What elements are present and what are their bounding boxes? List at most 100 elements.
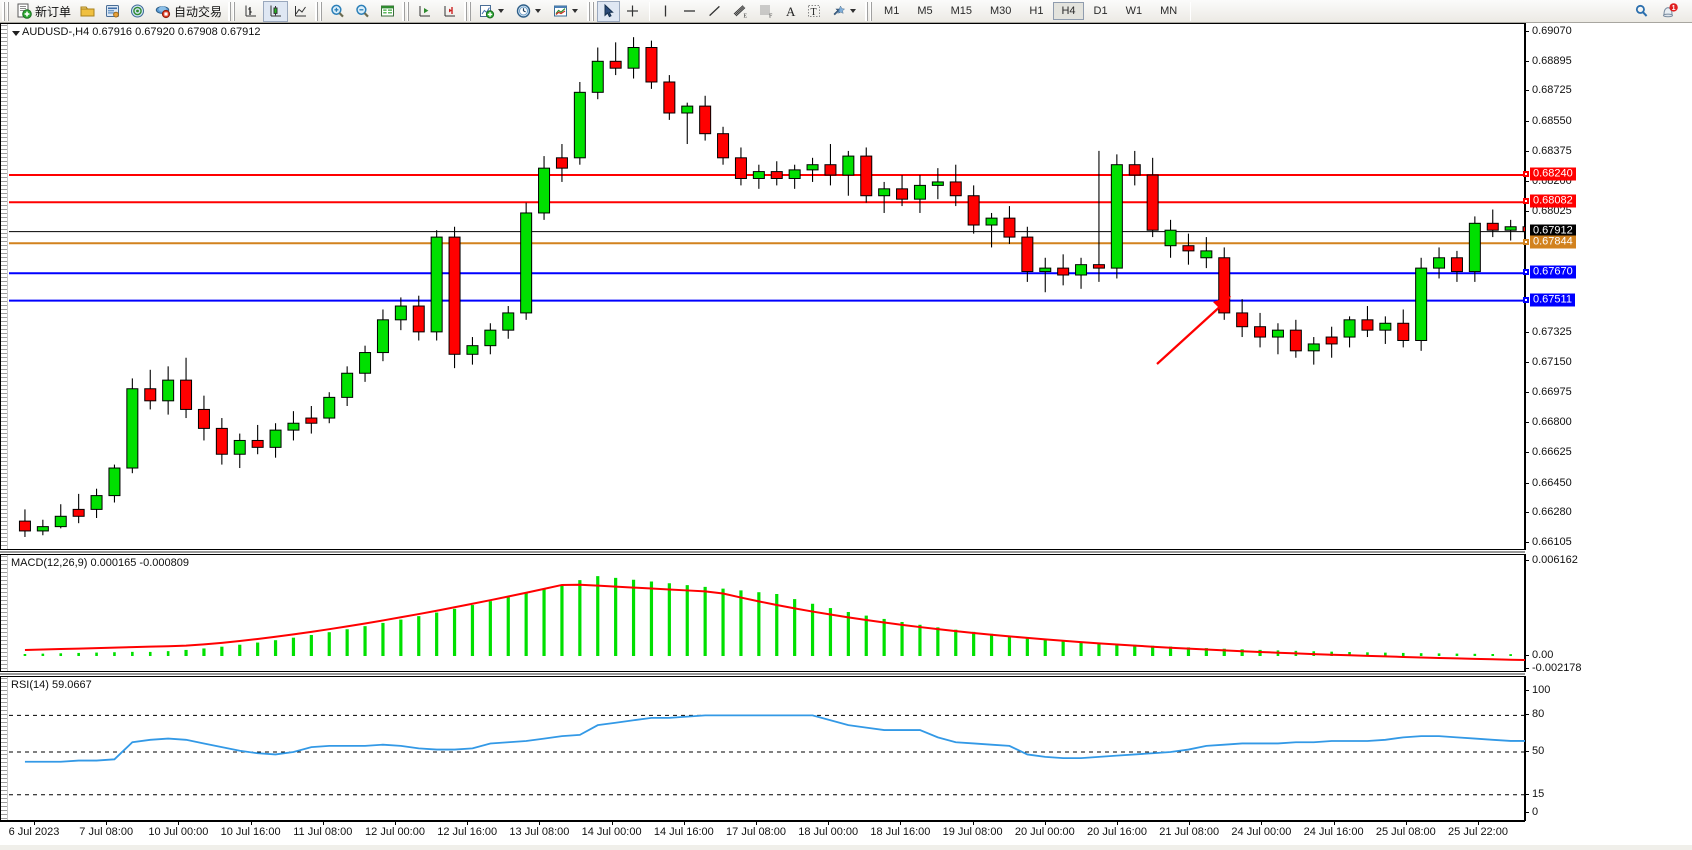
timeframe-d1[interactable]: D1 bbox=[1093, 5, 1108, 17]
data-window-button[interactable] bbox=[375, 1, 400, 22]
macd-plot[interactable] bbox=[9, 555, 1525, 671]
candle-body bbox=[538, 167, 551, 214]
level-handle-support-2[interactable] bbox=[1523, 296, 1529, 303]
shift-grip[interactable] bbox=[402, 1, 410, 21]
price-axis[interactable]: 0.69070 0.68895 0.68725 0.68550 0.68375 0.682… bbox=[1523, 23, 1692, 550]
text-button[interactable]: A bbox=[779, 1, 802, 22]
zoom-in-button[interactable] bbox=[325, 1, 350, 22]
timeframe-h4[interactable]: H4 bbox=[1053, 2, 1084, 20]
level-handle-resistance-2[interactable] bbox=[1523, 171, 1529, 178]
time-tick-label: 18 Jul 00:00 bbox=[798, 826, 859, 838]
autotrading-button[interactable]: 自动交易 bbox=[150, 1, 226, 22]
price-tag-last-price[interactable]: 0.67912 bbox=[1530, 224, 1576, 238]
candle-body bbox=[967, 195, 980, 226]
macd-axis: 0.006162 0.00 -0.002178 bbox=[1525, 554, 1692, 674]
price-tick bbox=[1525, 511, 1529, 513]
timeframe-m15[interactable]: M15 bbox=[950, 5, 972, 17]
timeframe-m30[interactable]: M30 bbox=[990, 5, 1012, 17]
macd-pane[interactable] bbox=[0, 554, 1525, 672]
period-chevron-down-icon[interactable] bbox=[535, 9, 542, 13]
level-handle-support-1[interactable] bbox=[1523, 269, 1529, 276]
arrows-button[interactable] bbox=[826, 1, 863, 22]
price-tick bbox=[1525, 61, 1529, 63]
period-button[interactable] bbox=[511, 1, 548, 22]
market-watch-button[interactable] bbox=[100, 1, 125, 22]
rsi-plot[interactable] bbox=[9, 677, 1525, 820]
candle-body bbox=[502, 312, 515, 331]
timeframe-m1[interactable]: M1 bbox=[884, 5, 900, 17]
price-tag-resistance-2[interactable]: 0.68240 bbox=[1530, 167, 1576, 181]
bullish-arrow-annotation bbox=[1156, 296, 1231, 365]
indicators-chevron-down-icon[interactable] bbox=[498, 9, 505, 13]
price-tick-label: 0.66975 bbox=[1532, 386, 1572, 399]
macd-pane-scrollbar[interactable] bbox=[1, 555, 8, 671]
templates-button[interactable] bbox=[548, 1, 585, 22]
price-tag-pivot-level[interactable]: 0.67844 bbox=[1530, 235, 1576, 249]
price-tag-support-2[interactable]: 0.67511 bbox=[1530, 293, 1575, 307]
macd-rsi-divider[interactable] bbox=[0, 673, 1525, 675]
candle-body bbox=[824, 164, 837, 176]
indicators-button[interactable] bbox=[474, 1, 511, 22]
horizontal-line-button[interactable] bbox=[677, 1, 702, 22]
zoom-out-button[interactable] bbox=[350, 1, 375, 22]
price-tag-support-1[interactable]: 0.67670 bbox=[1530, 265, 1576, 279]
text-label-button[interactable]: T bbox=[802, 1, 826, 22]
symbol-dropdown-icon[interactable] bbox=[12, 31, 20, 36]
candle-body bbox=[430, 236, 443, 333]
level-handle-pivot-level[interactable] bbox=[1523, 239, 1529, 246]
macd-tick-label: -0.002178 bbox=[1532, 662, 1582, 674]
chart-shift-button[interactable] bbox=[437, 1, 462, 22]
cursor-button[interactable] bbox=[597, 0, 621, 22]
search-button[interactable] bbox=[1629, 1, 1655, 22]
time-tick-label: 12 Jul 00:00 bbox=[365, 826, 425, 838]
arrows-chevron-down-icon[interactable] bbox=[850, 9, 857, 13]
timeframe-h1[interactable]: H1 bbox=[1029, 5, 1044, 17]
price-tag-resistance-1[interactable]: 0.68082 bbox=[1530, 194, 1576, 208]
time-axis[interactable]: 6 Jul 2023 7 Jul 08:00 10 Jul 00:00 10 Jul … bbox=[0, 821, 1525, 845]
templates-chevron-down-icon[interactable] bbox=[572, 9, 579, 13]
draw-grip[interactable] bbox=[587, 1, 595, 21]
timeframe-mn[interactable]: MN bbox=[1160, 5, 1178, 17]
candle-body bbox=[484, 329, 497, 347]
new-order-button[interactable]: 新订单 bbox=[12, 1, 75, 22]
notifications-button[interactable]: 1 bbox=[1655, 1, 1686, 22]
price-macd-divider[interactable] bbox=[0, 551, 1525, 553]
template-icon bbox=[554, 5, 568, 17]
candle-body bbox=[1397, 322, 1410, 341]
trendline-button[interactable] bbox=[702, 1, 727, 22]
rsi-pane[interactable] bbox=[0, 676, 1525, 821]
timeframe-w1[interactable]: W1 bbox=[1125, 5, 1143, 17]
chart-type-grip[interactable] bbox=[228, 1, 236, 21]
candle-body bbox=[1254, 326, 1267, 338]
rsi-pane-scrollbar[interactable] bbox=[1, 677, 8, 820]
price-pane[interactable] bbox=[0, 23, 1525, 550]
bar-chart-button[interactable] bbox=[238, 1, 263, 22]
fibonacci-button[interactable]: F bbox=[753, 1, 779, 22]
candle-body bbox=[126, 388, 139, 469]
chart-container[interactable]: AUDUSD-,H4 0.67916 0.67920 0.67908 0.679… bbox=[0, 23, 1692, 850]
timeframe-m5[interactable]: M5 bbox=[917, 5, 933, 17]
candlestick-chart-button[interactable] bbox=[263, 0, 289, 22]
timeframe-grip[interactable] bbox=[865, 1, 873, 21]
equidistant-channel-button[interactable]: E bbox=[727, 1, 753, 22]
vertical-line-button[interactable] bbox=[654, 1, 677, 22]
level-handle-resistance-1[interactable] bbox=[1523, 198, 1529, 205]
price-tick-label: 0.66625 bbox=[1532, 446, 1572, 459]
auto-scroll-button[interactable] bbox=[412, 1, 437, 22]
price-tick bbox=[1525, 482, 1529, 484]
price-pane-scrollbar[interactable] bbox=[1, 24, 8, 549]
crosshair-button[interactable] bbox=[620, 1, 645, 22]
line-chart-button[interactable] bbox=[288, 1, 313, 22]
navigator-button[interactable] bbox=[125, 1, 150, 22]
candle-body bbox=[770, 171, 783, 179]
indicator-grip[interactable] bbox=[464, 1, 472, 21]
macd-signal-line bbox=[24, 583, 1525, 662]
expert-advisors-button[interactable] bbox=[75, 1, 100, 22]
candle-body bbox=[376, 319, 389, 354]
price-tick-label: 0.68895 bbox=[1532, 55, 1572, 68]
time-tick-label: 14 Jul 00:00 bbox=[581, 826, 642, 838]
zoom-grip[interactable] bbox=[315, 1, 323, 21]
price-plot[interactable] bbox=[9, 24, 1525, 549]
toolbar-grip[interactable] bbox=[2, 1, 9, 21]
text-icon: A bbox=[786, 4, 796, 19]
